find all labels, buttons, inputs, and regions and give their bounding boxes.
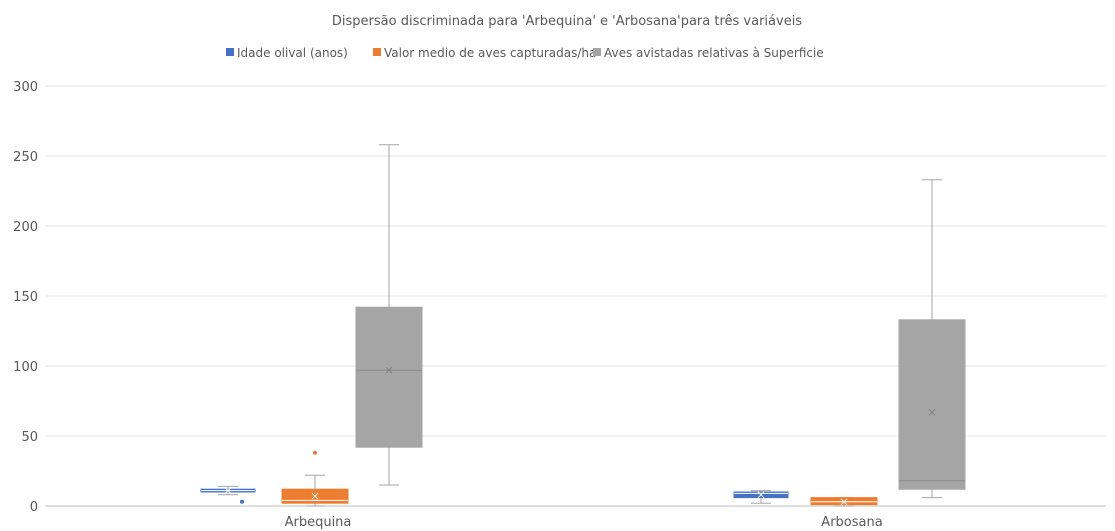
legend-swatch [593, 48, 601, 56]
legend-label: Valor medio de aves capturadas/ha [384, 46, 596, 60]
y-tick-label: 250 [13, 150, 38, 165]
y-tick-label: 150 [13, 290, 38, 305]
mean-marker [385, 366, 393, 374]
mean-marker [311, 492, 319, 500]
box [898, 319, 966, 490]
mean-marker [757, 491, 765, 499]
box-group [355, 144, 423, 486]
y-tick-label: 100 [13, 360, 38, 375]
y-tick-label: 50 [21, 430, 38, 445]
y-axis: 0 50 100 150 200 250 300 [13, 80, 38, 515]
outlier-point [240, 499, 244, 504]
mean-marker [840, 498, 848, 506]
plot-area [200, 144, 966, 507]
legend-label: Idade olival (anos) [237, 46, 348, 60]
box [355, 306, 423, 448]
y-tick-label: 0 [30, 500, 38, 515]
gridlines [45, 85, 1106, 507]
chart-title: Dispersão discriminada para 'Arbequina' … [332, 14, 802, 29]
legend-swatch [373, 48, 381, 56]
box-group [281, 450, 349, 507]
legend-swatch [226, 48, 234, 56]
box-group [810, 497, 878, 507]
x-axis: Arbequina Arbosana [285, 515, 883, 530]
legend: Idade olival (anos) Valor medio de aves c… [226, 46, 824, 60]
box-group [898, 179, 966, 499]
legend-label: Aves avistadas relativas à Superficie [604, 46, 824, 60]
y-tick-label: 200 [13, 220, 38, 235]
x-category-label: Arbequina [285, 515, 352, 530]
mean-marker [928, 408, 936, 416]
box-group [200, 485, 256, 504]
outlier-point [313, 450, 317, 455]
box-group [733, 490, 789, 504]
x-category-label: Arbosana [821, 515, 882, 530]
y-tick-label: 300 [13, 80, 38, 95]
mean-marker [224, 487, 232, 494]
